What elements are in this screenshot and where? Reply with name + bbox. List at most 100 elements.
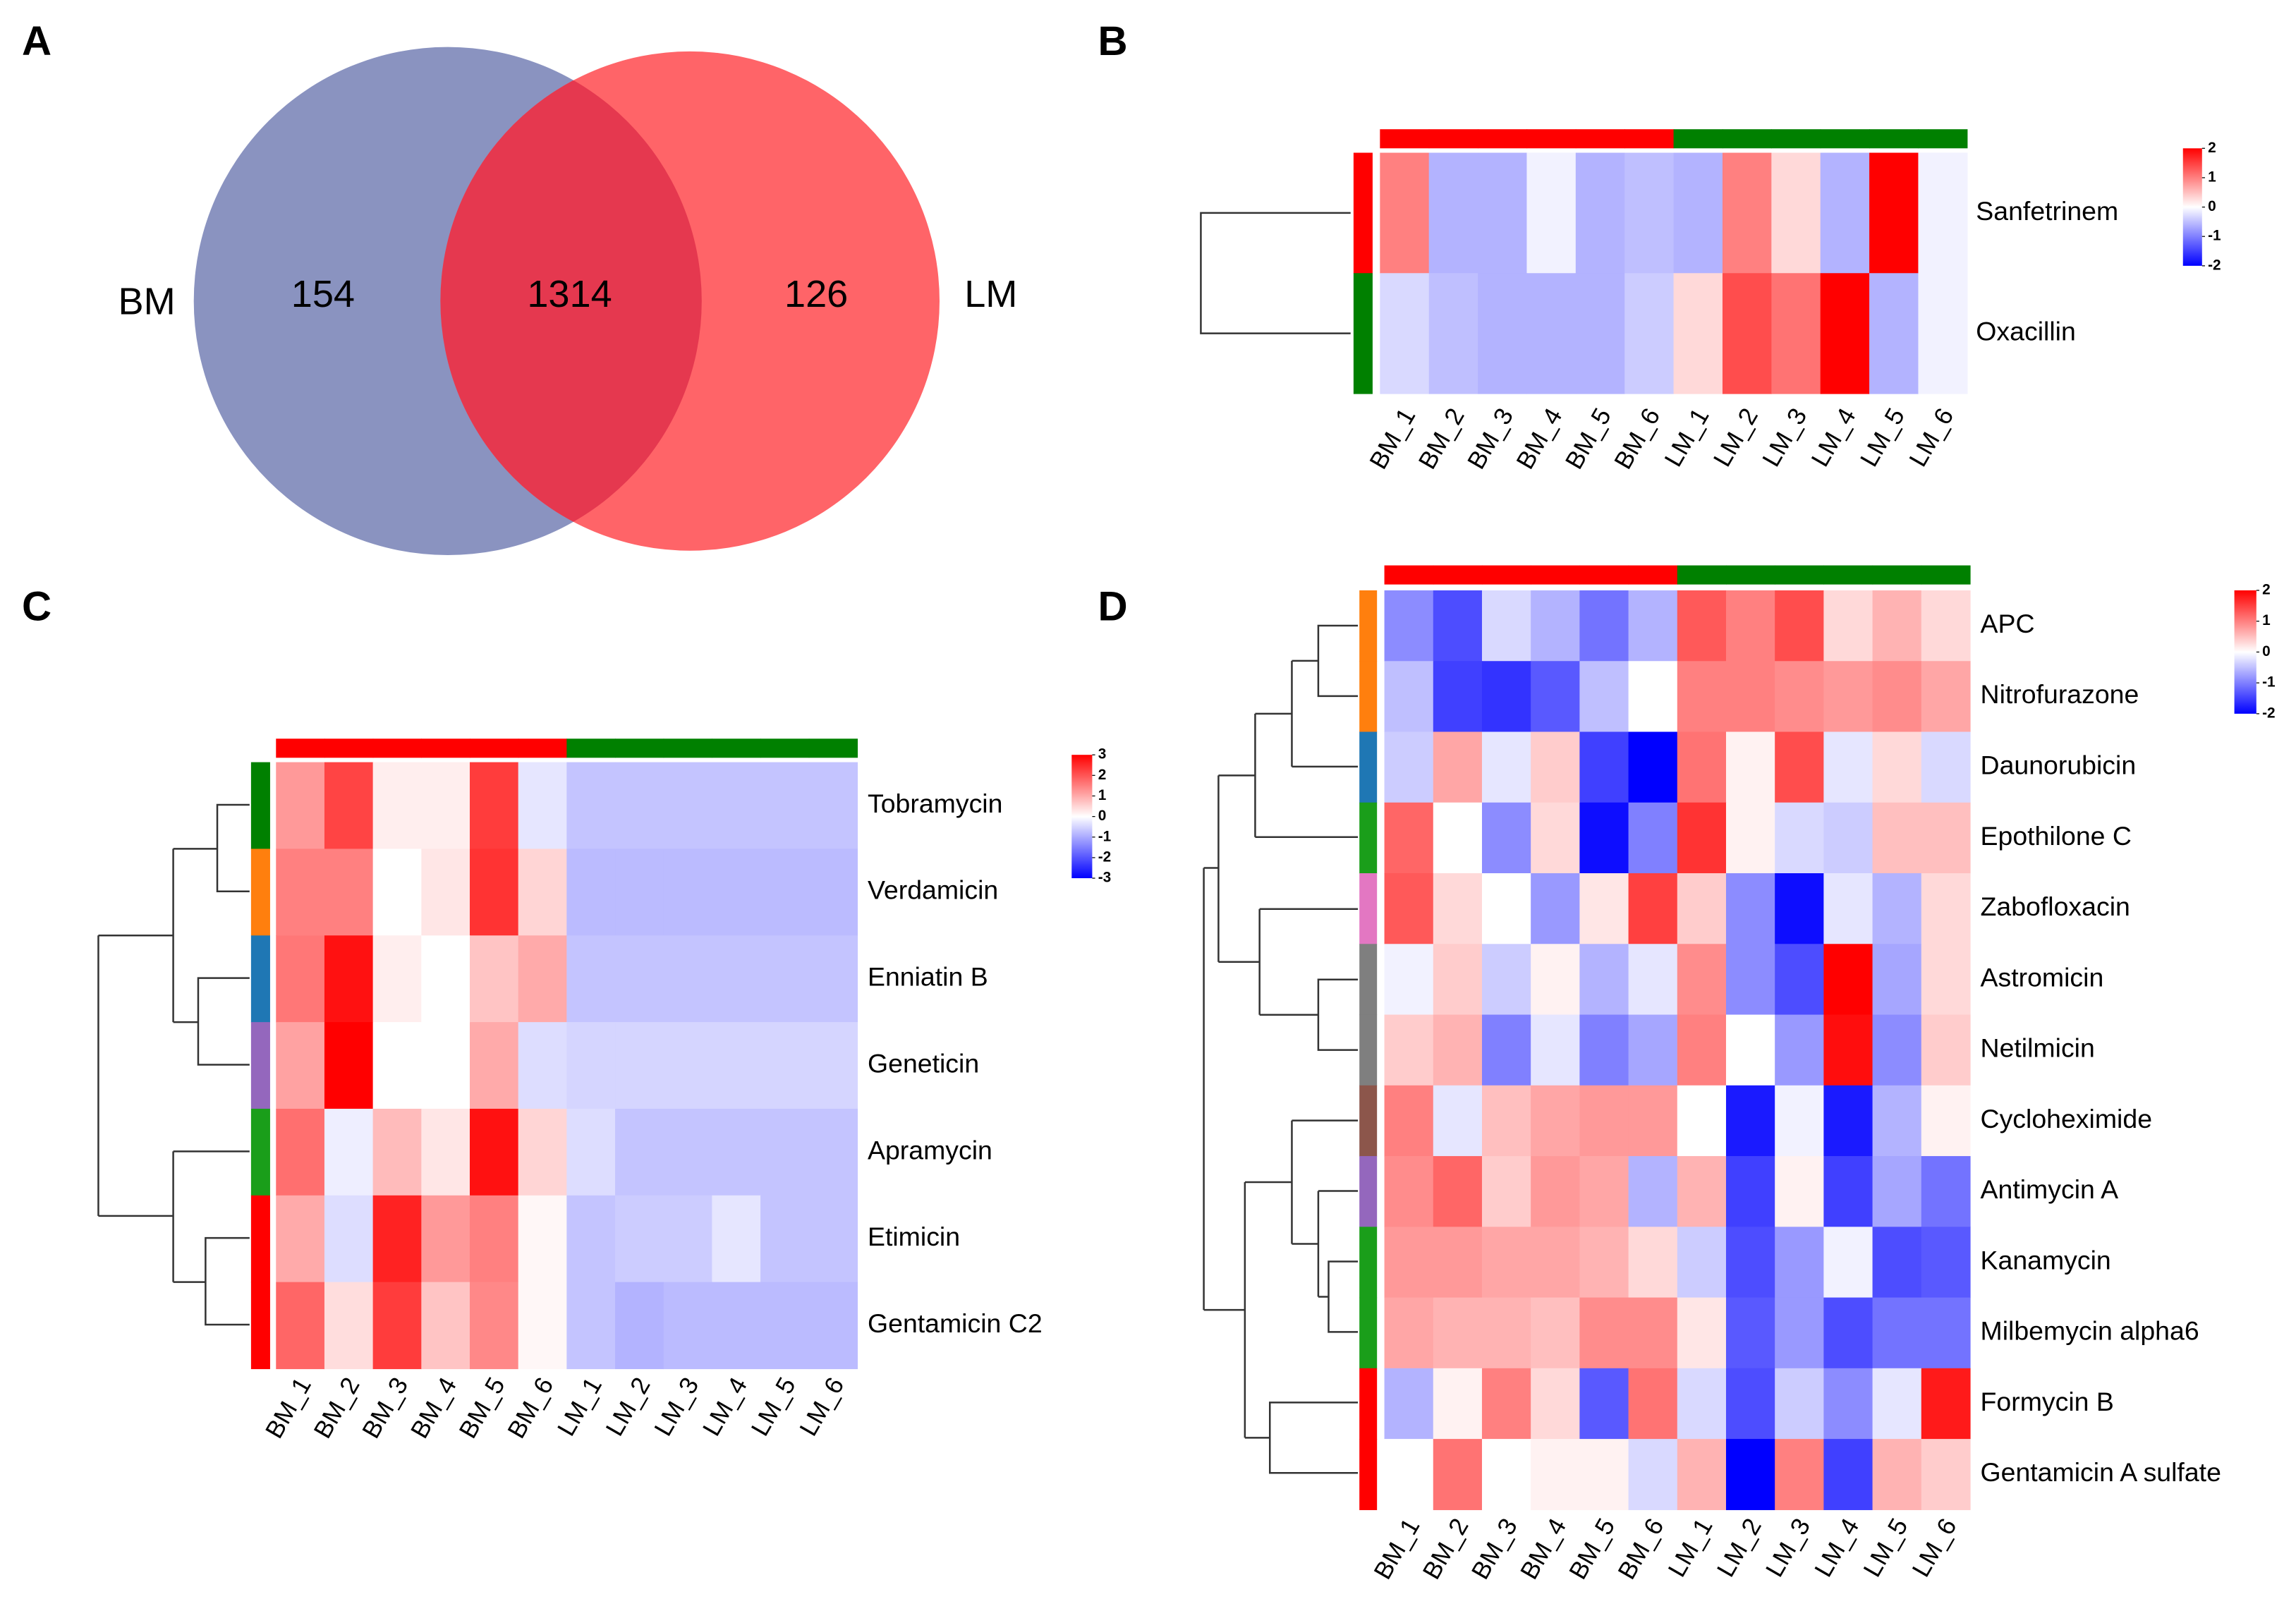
heatmap-cell [1775, 1014, 1824, 1086]
heatmap-cell [518, 762, 567, 850]
heatmap-cell [1725, 1085, 1775, 1157]
heatmap-cell [1384, 590, 1434, 662]
heatmap-cell [324, 849, 374, 936]
row-annotation [1359, 731, 1378, 803]
heatmap-cell [1775, 1297, 1824, 1369]
column-label: BM_6 [502, 1373, 559, 1443]
column-label: BM_2 [309, 1373, 365, 1443]
heatmap-cell [566, 762, 616, 850]
row-label: Nitrofurazone [1981, 679, 2139, 709]
heatmap-cell [1725, 1439, 1775, 1510]
heatmap-cell [276, 935, 325, 1023]
heatmap-cell [1531, 944, 1580, 1016]
heatmap-cell [1384, 1297, 1434, 1369]
heatmap-cell [1481, 731, 1531, 803]
heatmap-cell [1823, 1439, 1873, 1510]
row-label: Sanfetrinem [1976, 196, 2118, 226]
row-label: Antimycin A [1981, 1174, 2119, 1204]
heatmap-cell [372, 1282, 422, 1370]
heatmap-cell [1725, 1368, 1775, 1440]
panel-label: A [22, 18, 51, 64]
column-annotation [663, 738, 713, 758]
row-annotation [1359, 1439, 1378, 1510]
column-annotation [1624, 129, 1675, 149]
heatmap-cell [760, 849, 810, 936]
heatmap-cell [1677, 1085, 1727, 1157]
heatmap-cell [663, 1022, 713, 1110]
column-annotation [760, 738, 810, 758]
column-label: LM_6 [1904, 403, 1959, 471]
heatmap-cell [615, 935, 664, 1023]
heatmap-cell [808, 762, 858, 850]
heatmap-cell [808, 1195, 858, 1283]
heatmap-cell [276, 762, 325, 850]
heatmap-cell [421, 762, 470, 850]
heatmap-cell [276, 1195, 325, 1283]
heatmap-cell [1921, 1014, 1971, 1086]
heatmap-cell [469, 1195, 519, 1283]
column-annotation [615, 738, 664, 758]
heatmap-cell [1433, 873, 1483, 944]
heatmap-cell [372, 1108, 422, 1196]
heatmap-cell [760, 1108, 810, 1196]
heatmap-cell [712, 1022, 761, 1110]
row-annotation [1359, 1156, 1378, 1227]
heatmap-cell [1872, 1439, 1922, 1510]
row-label: Geneticin [868, 1048, 979, 1078]
row-annotation [250, 762, 270, 850]
heatmap-cell [1823, 590, 1873, 662]
heatmap-cell [1433, 1156, 1483, 1227]
heatmap-cell [1384, 1227, 1434, 1299]
heatmap-cell [1579, 873, 1629, 944]
heatmap-cell [1628, 944, 1678, 1016]
column-label: LM_5 [746, 1373, 801, 1440]
heatmap-cell [421, 1282, 470, 1370]
colorbar-label: -1 [2262, 674, 2275, 691]
heatmap-cell [1628, 1227, 1678, 1299]
heatmap-cell [1531, 731, 1580, 803]
heatmap-cell [1526, 273, 1577, 394]
heatmap-cell [1823, 802, 1873, 874]
heatmap-cell [1628, 1085, 1678, 1157]
heatmap-cell [1579, 1156, 1629, 1227]
heatmap-cell [1380, 152, 1430, 274]
column-label: LM_2 [601, 1373, 656, 1440]
heatmap-cell [1628, 1014, 1678, 1086]
column-label: BM_2 [1414, 403, 1470, 474]
heatmap-cell [1579, 1014, 1629, 1086]
heatmap-cell [1531, 1227, 1580, 1299]
heatmap-cell [372, 1195, 422, 1283]
column-annotation [1384, 565, 1434, 585]
heatmap-cell [1725, 802, 1775, 874]
heatmap-cell [1481, 1156, 1531, 1227]
row-annotation [250, 935, 270, 1023]
heatmap-cell [1921, 590, 1971, 662]
heatmap-cell [1725, 731, 1775, 803]
heatmap-cell [1531, 590, 1580, 662]
row-label: Verdamicin [868, 875, 998, 905]
heatmap-cell [1725, 944, 1775, 1016]
heatmap-cell [1433, 731, 1483, 803]
heatmap-cell [421, 1022, 470, 1110]
colorbar-label: 1 [2262, 612, 2271, 628]
heatmap-cell [615, 849, 664, 936]
heatmap-cell [324, 762, 374, 850]
heatmap-cell [1725, 1014, 1775, 1086]
heatmap-cell [518, 935, 567, 1023]
heatmap-cell [1628, 1368, 1678, 1440]
heatmap-cell [1531, 1297, 1580, 1369]
heatmap-cell [1872, 1085, 1922, 1157]
heatmap-cell [663, 762, 713, 850]
heatmap-cell [1579, 661, 1629, 733]
heatmap-cell [1478, 152, 1528, 274]
heatmap-cell [1677, 944, 1727, 1016]
heatmap-cell [1872, 590, 1922, 662]
heatmap-cell [808, 1282, 858, 1370]
heatmap-cell [1872, 1227, 1922, 1299]
set-count: 126 [784, 273, 848, 315]
row-label: Tobramycin [868, 789, 1002, 818]
row-label: Gentamicin C2 [868, 1308, 1043, 1338]
column-annotation [1869, 129, 1919, 149]
heatmap-cell [1579, 1439, 1629, 1510]
heatmap-cell [1775, 731, 1824, 803]
